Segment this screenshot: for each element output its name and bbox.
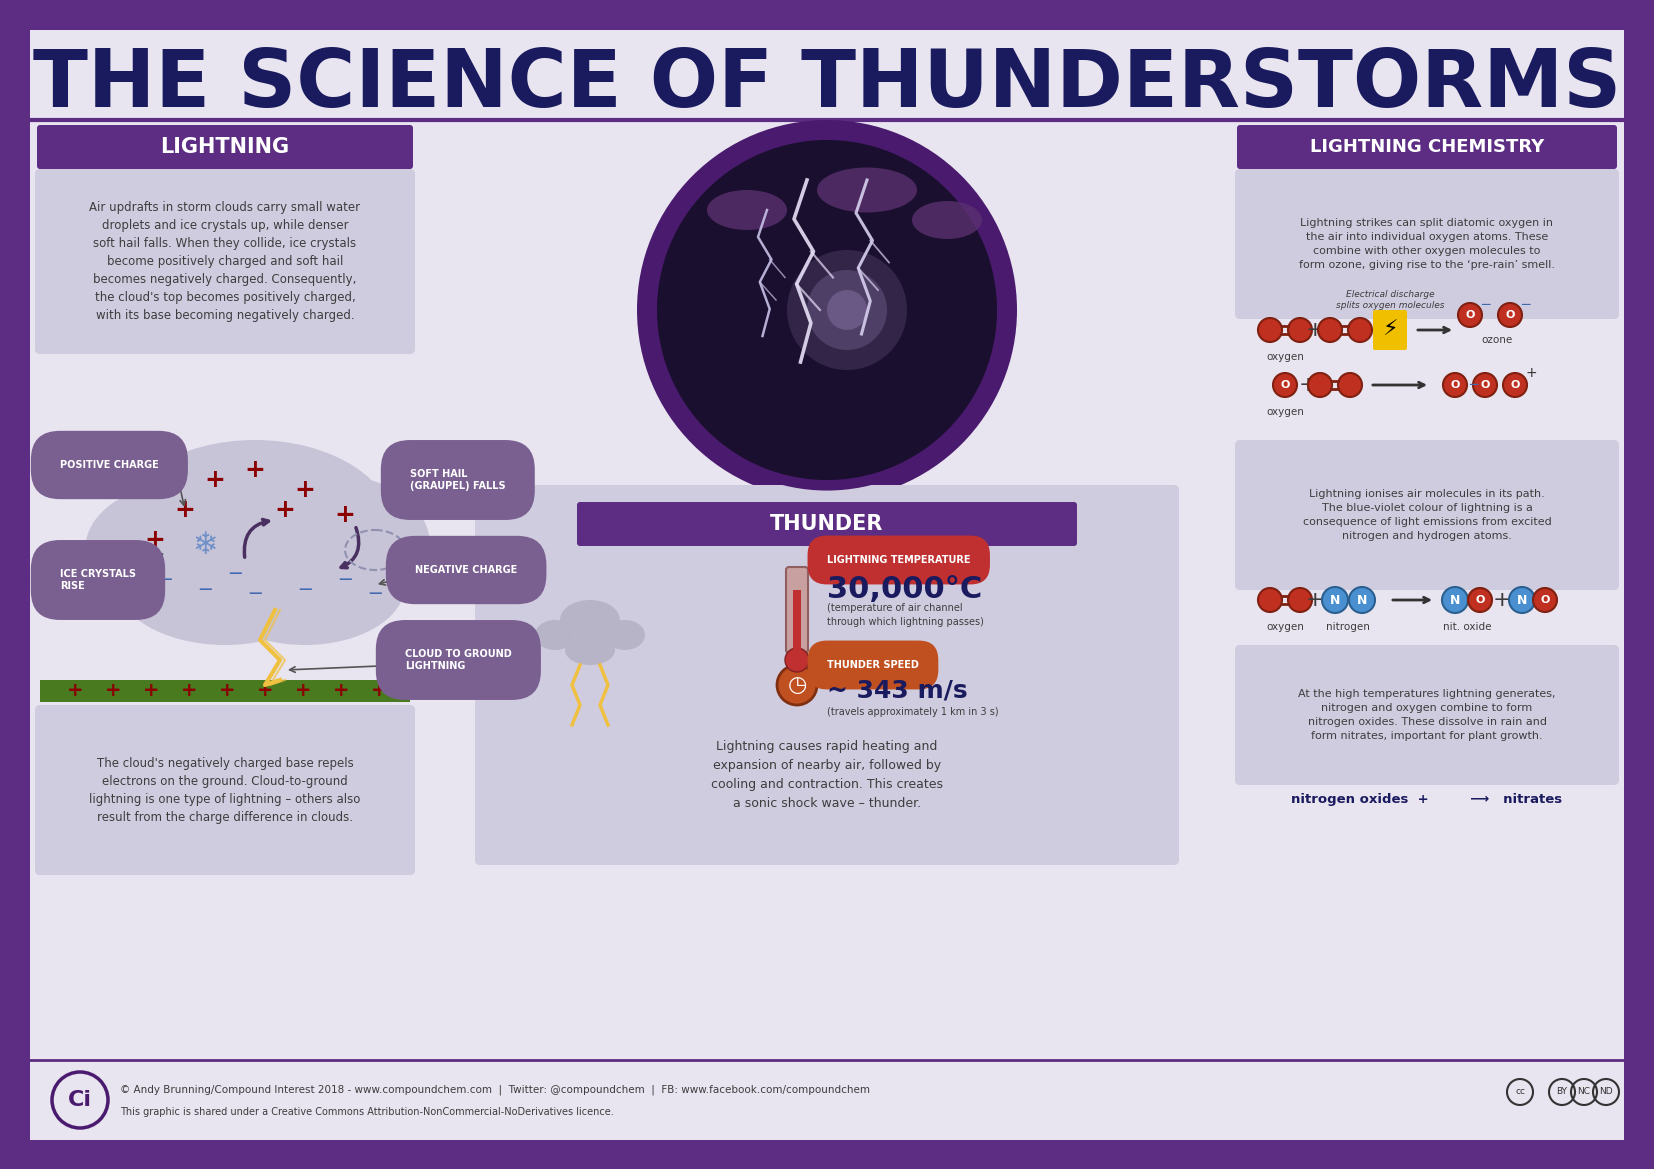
Circle shape: [777, 665, 817, 705]
Text: ICE CRYSTALS
RISE: ICE CRYSTALS RISE: [60, 569, 136, 590]
FancyBboxPatch shape: [1237, 125, 1618, 170]
Circle shape: [1533, 588, 1556, 613]
Circle shape: [1318, 318, 1341, 343]
Text: cc: cc: [1515, 1087, 1525, 1097]
FancyBboxPatch shape: [35, 170, 415, 354]
Text: oxygen: oxygen: [1265, 352, 1303, 362]
Text: ─: ─: [139, 586, 151, 604]
FancyBboxPatch shape: [40, 680, 410, 703]
Text: Ci: Ci: [68, 1090, 93, 1111]
Text: +: +: [218, 682, 235, 700]
Text: ─: ─: [1480, 298, 1489, 312]
Circle shape: [807, 270, 887, 350]
Text: O: O: [1540, 595, 1550, 606]
FancyBboxPatch shape: [1236, 645, 1619, 786]
Text: +: +: [334, 503, 356, 527]
Text: +: +: [332, 682, 349, 700]
Text: The cloud's negatively charged base repels
electrons on the ground. Cloud-to-gro: The cloud's negatively charged base repe…: [89, 756, 361, 823]
Text: ─: ─: [369, 586, 380, 604]
Text: +: +: [180, 682, 197, 700]
Ellipse shape: [116, 440, 395, 620]
Circle shape: [1259, 318, 1282, 343]
Text: THUNDER: THUNDER: [771, 514, 883, 534]
Ellipse shape: [561, 600, 620, 639]
Text: SOFT HAIL
(GRAUPEL) FALLS: SOFT HAIL (GRAUPEL) FALLS: [410, 469, 506, 491]
Text: Lightning strikes can split diatomic oxygen in
the air into individual oxygen at: Lightning strikes can split diatomic oxy…: [1298, 217, 1555, 270]
Text: ─: ─: [250, 586, 261, 604]
Text: THUNDER SPEED: THUNDER SPEED: [827, 660, 920, 670]
FancyBboxPatch shape: [35, 705, 415, 876]
Text: 30,000°C: 30,000°C: [827, 575, 982, 604]
Text: ─: ─: [198, 581, 210, 600]
Text: +: +: [104, 682, 121, 700]
Text: BY: BY: [1556, 1087, 1568, 1097]
Circle shape: [1457, 303, 1482, 327]
Circle shape: [1442, 587, 1469, 613]
Text: LIGHTNING TEMPERATURE: LIGHTNING TEMPERATURE: [827, 555, 971, 565]
Text: Air updrafts in storm clouds carry small water
droplets and ice crystals up, whi: Air updrafts in storm clouds carry small…: [89, 201, 361, 323]
FancyBboxPatch shape: [792, 590, 801, 655]
Text: +: +: [1492, 590, 1512, 610]
FancyBboxPatch shape: [30, 30, 1624, 120]
Text: ozone: ozone: [1482, 336, 1513, 345]
Text: nitrogen: nitrogen: [1327, 622, 1370, 632]
Circle shape: [1503, 373, 1527, 397]
Ellipse shape: [240, 475, 430, 615]
Text: N: N: [1451, 594, 1460, 607]
FancyBboxPatch shape: [475, 485, 1179, 865]
Text: +: +: [294, 682, 311, 700]
Ellipse shape: [84, 485, 265, 615]
FancyBboxPatch shape: [1236, 170, 1619, 319]
Text: ❄: ❄: [192, 531, 218, 560]
Text: N: N: [1330, 594, 1340, 607]
Text: ─: ─: [159, 570, 170, 589]
Text: ─: ─: [1520, 298, 1530, 312]
Text: N: N: [1356, 594, 1368, 607]
Text: ─: ─: [339, 570, 351, 589]
Circle shape: [637, 120, 1017, 500]
FancyBboxPatch shape: [1236, 440, 1619, 590]
FancyBboxPatch shape: [30, 1060, 1624, 1140]
Circle shape: [827, 290, 867, 330]
FancyBboxPatch shape: [577, 502, 1077, 546]
Ellipse shape: [911, 201, 982, 238]
Text: O: O: [1510, 380, 1520, 390]
Text: Lightning ionises air molecules in its path.
The blue-violet colour of lightning: Lightning ionises air molecules in its p…: [1303, 489, 1551, 541]
Circle shape: [1322, 587, 1348, 613]
Circle shape: [1338, 373, 1361, 397]
Circle shape: [786, 648, 809, 672]
Text: O: O: [1475, 595, 1485, 606]
Text: N: N: [1517, 594, 1527, 607]
Circle shape: [652, 134, 1002, 485]
Text: +: +: [256, 682, 273, 700]
Text: +: +: [144, 528, 165, 552]
Circle shape: [1474, 373, 1497, 397]
Circle shape: [1499, 303, 1522, 327]
Text: ~ 343 m/s: ~ 343 m/s: [827, 678, 968, 703]
Text: Lightning causes rapid heating and
expansion of nearby air, followed by
cooling : Lightning causes rapid heating and expan…: [711, 740, 943, 810]
Circle shape: [1259, 588, 1282, 613]
Text: O: O: [1465, 310, 1475, 320]
Text: +: +: [245, 458, 265, 482]
Text: +: +: [294, 478, 316, 502]
Ellipse shape: [116, 516, 336, 645]
Ellipse shape: [706, 191, 787, 230]
Text: +: +: [175, 498, 195, 523]
Text: +: +: [275, 498, 296, 523]
Text: ◷: ◷: [787, 675, 807, 696]
Text: LIGHTNING CHEMISTRY: LIGHTNING CHEMISTRY: [1310, 138, 1545, 155]
FancyBboxPatch shape: [1373, 310, 1408, 350]
FancyBboxPatch shape: [30, 30, 1624, 1139]
Text: NEGATIVE CHARGE: NEGATIVE CHARGE: [415, 565, 518, 575]
Ellipse shape: [566, 635, 615, 665]
Text: ─: ─: [230, 566, 241, 584]
Circle shape: [1508, 587, 1535, 613]
Circle shape: [787, 250, 906, 371]
FancyBboxPatch shape: [36, 125, 414, 170]
Text: +: +: [142, 682, 159, 700]
Text: This graphic is shared under a Creative Commons Attribution-NonCommercial-NoDeri: This graphic is shared under a Creative …: [121, 1107, 614, 1118]
Text: (travels approximately 1 km in 3 s): (travels approximately 1 km in 3 s): [827, 707, 999, 717]
Text: ─: ─: [299, 581, 311, 600]
Text: +: +: [1525, 366, 1537, 380]
